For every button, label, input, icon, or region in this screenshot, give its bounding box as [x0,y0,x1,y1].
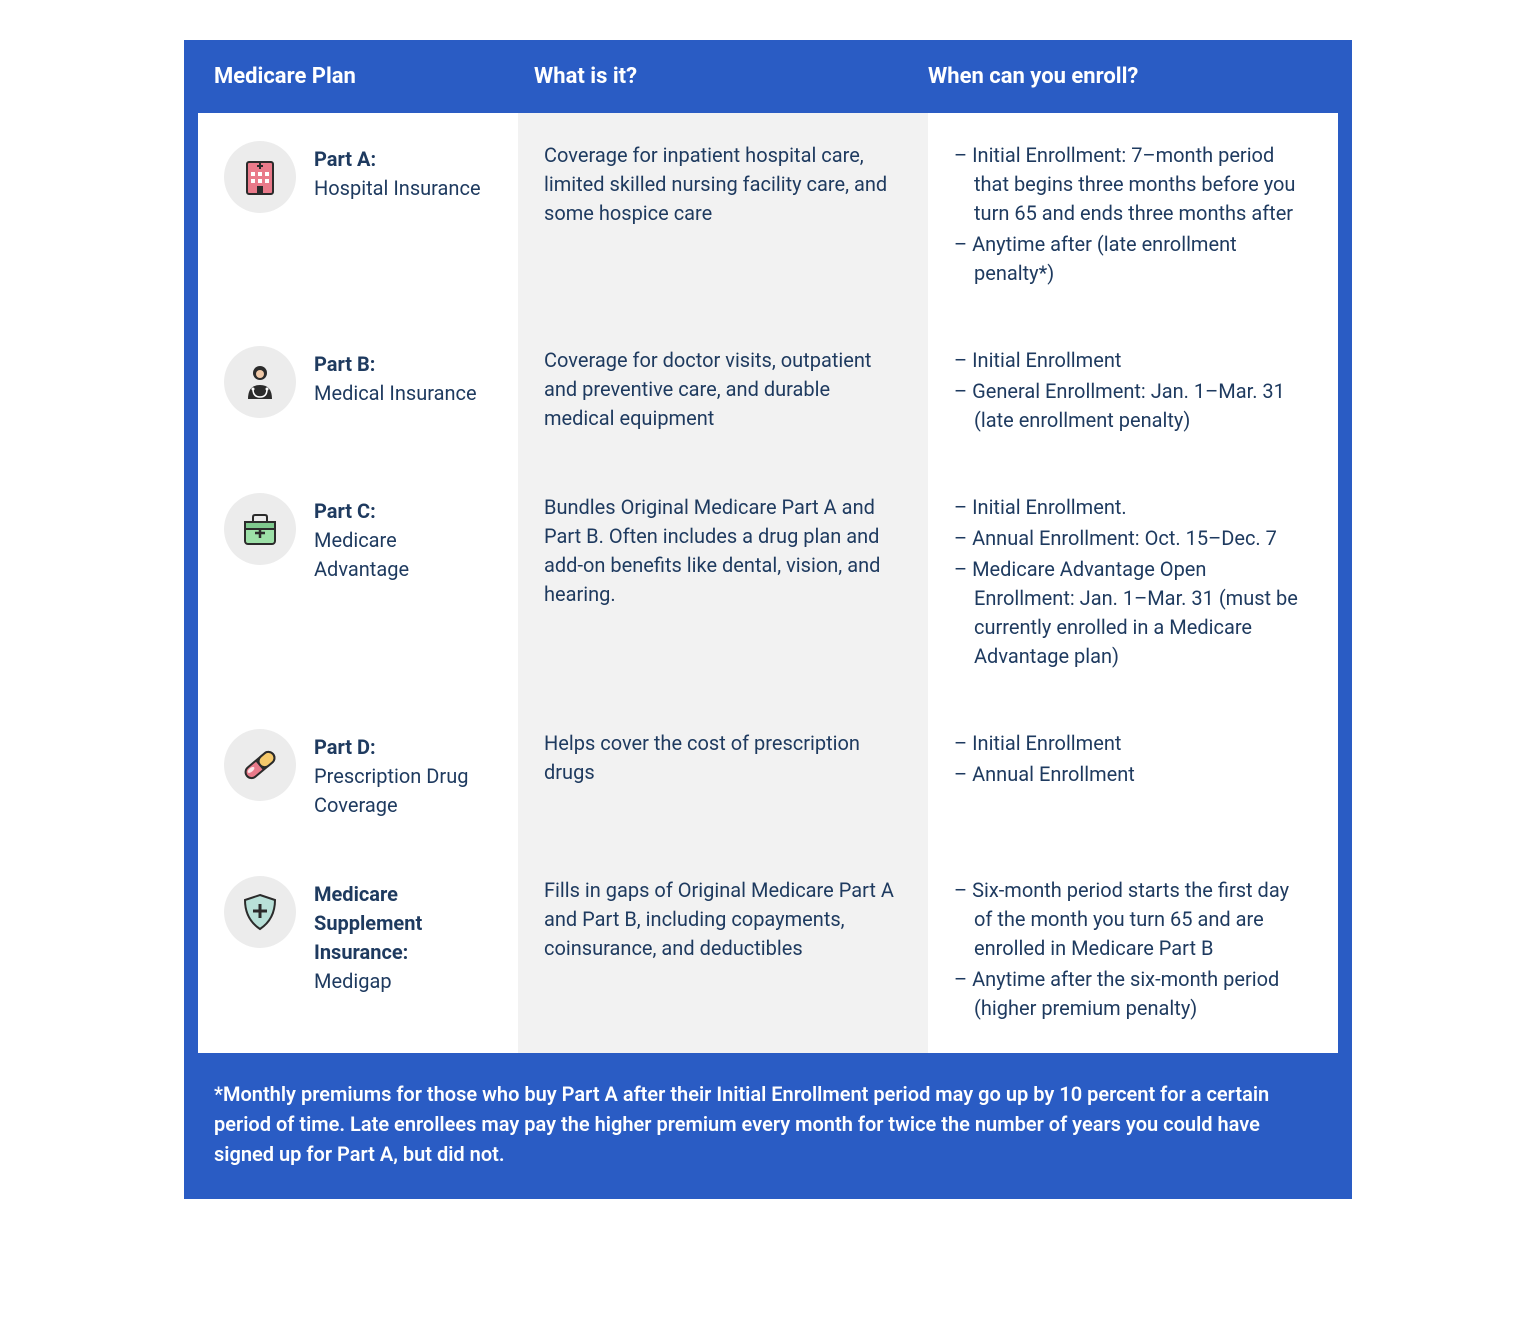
pill-icon [224,729,296,801]
plan-subtitle: Hospital Insurance [314,174,481,203]
enrollment-cell: – Initial Enrollment– Annual Enrollment [928,701,1338,848]
enrollment-item: – Six-month period starts the first day … [954,876,1312,963]
enrollment-item: – Anytime after (late enrollment penalty… [954,230,1312,288]
header-what: What is it? [534,64,928,89]
description-cell: Coverage for inpatient hospital care, li… [518,113,928,318]
plan-subtitle: Medigap [314,967,496,996]
plan-cell: Medicare Supplement Insurance: Medigap [198,848,518,1053]
shield-icon [224,876,296,948]
description-cell: Helps cover the cost of prescription dru… [518,701,928,848]
briefcase-icon [224,493,296,565]
plan-cell: Part D: Prescription Drug Coverage [198,701,518,848]
plan-title: Part C: [314,497,496,526]
footnote: *Monthly premiums for those who buy Part… [184,1053,1352,1199]
enrollment-item: – Initial Enrollment [954,346,1312,375]
enrollment-item: – Annual Enrollment [954,760,1312,789]
table-header: Medicare Plan What is it? When can you e… [184,40,1352,113]
description-cell: Coverage for doctor visits, outpatient a… [518,318,928,465]
enrollment-item: – Initial Enrollment. [954,493,1312,522]
plan-title: Part B: [314,350,477,379]
enrollment-item: – Annual Enrollment: Oct. 15–Dec. 7 [954,524,1312,553]
enrollment-item: – Anytime after the six-month period (hi… [954,965,1312,1023]
enrollment-cell: – Initial Enrollment: 7–month period tha… [928,113,1338,318]
hospital-icon [224,141,296,213]
plan-subtitle: Medicare Advantage [314,526,496,584]
plan-subtitle: Prescription Drug Coverage [314,762,496,820]
medicare-plan-table: Medicare Plan What is it? When can you e… [184,40,1352,1199]
plan-cell: Part C: Medicare Advantage [198,465,518,701]
enrollment-cell: – Initial Enrollment.– Annual Enrollment… [928,465,1338,701]
plan-title: Part D: [314,733,496,762]
enrollment-item: – Initial Enrollment [954,729,1312,758]
description-cell: Bundles Original Medicare Part A and Par… [518,465,928,701]
header-when: When can you enroll? [928,64,1322,89]
description-cell: Fills in gaps of Original Medicare Part … [518,848,928,1053]
plan-cell: Part A: Hospital Insurance [198,113,518,318]
enrollment-item: – Medicare Advantage Open Enrollment: Ja… [954,555,1312,671]
enrollment-cell: – Six-month period starts the first day … [928,848,1338,1053]
doctor-icon [224,346,296,418]
plan-cell: Part B: Medical Insurance [198,318,518,465]
enrollment-cell: – Initial Enrollment– General Enrollment… [928,318,1338,465]
plan-title: Medicare Supplement Insurance: [314,880,496,967]
enrollment-item: – Initial Enrollment: 7–month period tha… [954,141,1312,228]
header-plan: Medicare Plan [214,64,534,89]
plan-subtitle: Medical Insurance [314,379,477,408]
plan-title: Part A: [314,145,481,174]
enrollment-item: – General Enrollment: Jan. 1–Mar. 31 (la… [954,377,1312,435]
table-body: Part A: Hospital Insurance Coverage for … [198,113,1338,1053]
